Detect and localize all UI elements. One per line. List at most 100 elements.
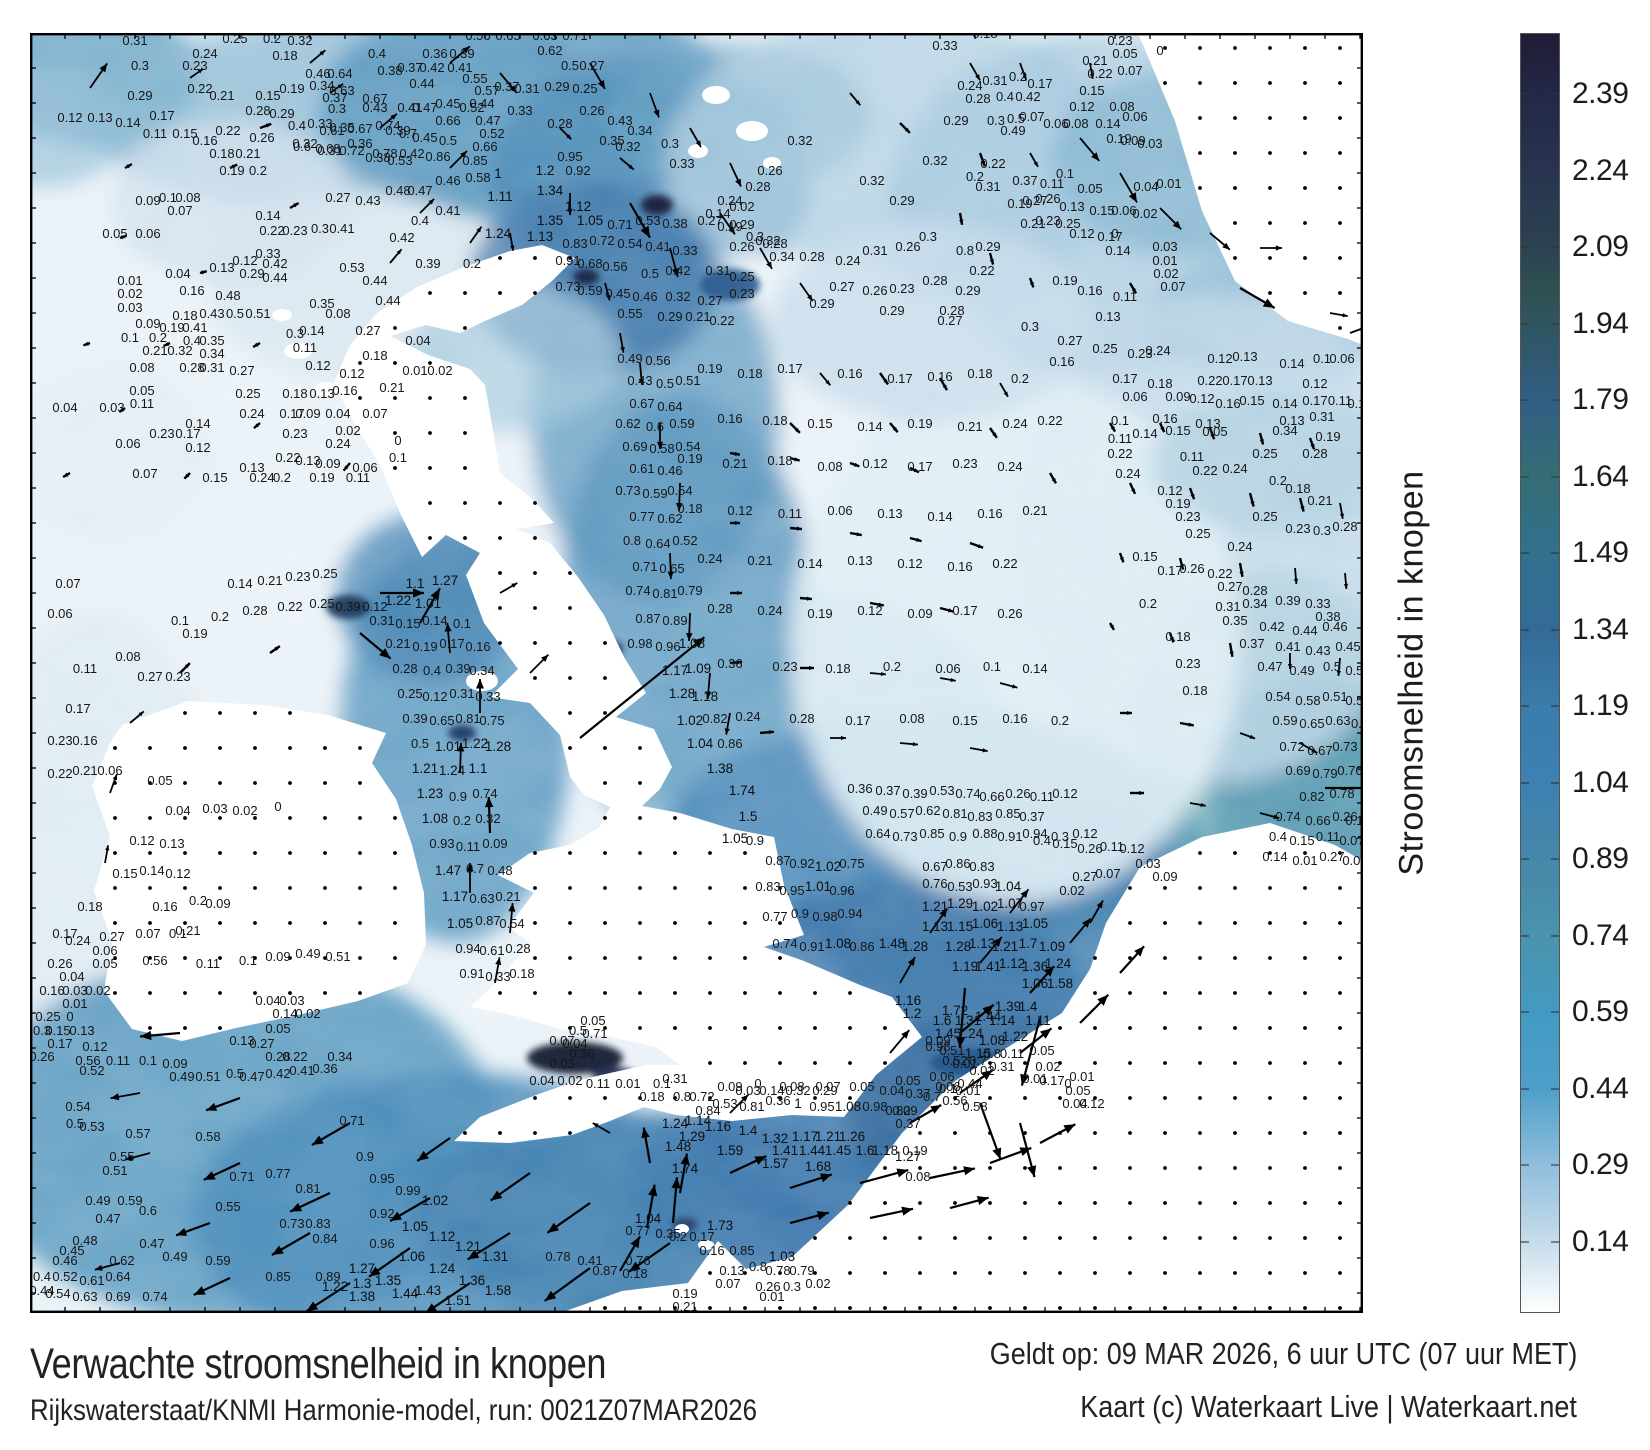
svg-text:0.83: 0.83 bbox=[755, 879, 780, 894]
svg-text:0.35: 0.35 bbox=[309, 296, 334, 311]
svg-text:0.27: 0.27 bbox=[697, 213, 722, 228]
svg-text:0.68: 0.68 bbox=[577, 256, 602, 271]
chart-title: Verwachte stroomsnelheid in knopen bbox=[30, 1340, 607, 1388]
svg-text:0.16: 0.16 bbox=[152, 899, 177, 914]
svg-text:0.89: 0.89 bbox=[662, 613, 687, 628]
svg-text:0.51: 0.51 bbox=[1322, 689, 1347, 704]
svg-text:0.34: 0.34 bbox=[769, 249, 794, 264]
svg-text:0.49: 0.49 bbox=[162, 1249, 187, 1264]
svg-text:1.24: 1.24 bbox=[662, 1116, 689, 1131]
svg-text:0.09: 0.09 bbox=[482, 836, 507, 851]
svg-text:0.46: 0.46 bbox=[632, 289, 657, 304]
svg-text:0.73: 0.73 bbox=[555, 279, 580, 294]
colorbar-tick-mark bbox=[1551, 1164, 1559, 1167]
svg-text:0.22: 0.22 bbox=[277, 599, 302, 614]
svg-text:0.15: 0.15 bbox=[112, 866, 137, 881]
svg-text:0.47: 0.47 bbox=[239, 1069, 264, 1084]
svg-text:0.11: 0.11 bbox=[143, 126, 167, 141]
svg-text:0.63: 0.63 bbox=[532, 33, 557, 43]
svg-text:0.28: 0.28 bbox=[242, 603, 267, 618]
valid-time-label: Geldt op: 09 MAR 2026, 6 uur UTC (07 uur… bbox=[989, 1336, 1577, 1371]
svg-text:0.03: 0.03 bbox=[202, 801, 227, 816]
svg-text:1.24: 1.24 bbox=[957, 1026, 984, 1041]
svg-text:0.3: 0.3 bbox=[1021, 319, 1039, 334]
colorbar-tick-mark bbox=[1521, 858, 1529, 861]
svg-text:0.25: 0.25 bbox=[397, 686, 422, 701]
svg-text:0.32: 0.32 bbox=[287, 33, 312, 48]
svg-text:0.51: 0.51 bbox=[939, 1043, 964, 1058]
svg-text:0.6: 0.6 bbox=[1351, 716, 1363, 731]
svg-text:0.24: 0.24 bbox=[835, 253, 860, 268]
svg-text:0.16: 0.16 bbox=[72, 733, 97, 748]
svg-text:0.06: 0.06 bbox=[935, 1079, 960, 1094]
svg-text:0.32: 0.32 bbox=[475, 811, 500, 826]
svg-text:0.9: 0.9 bbox=[746, 833, 764, 848]
svg-text:0.03: 0.03 bbox=[117, 300, 142, 315]
colorbar-tick-mark bbox=[1551, 705, 1559, 708]
svg-text:0.92: 0.92 bbox=[789, 856, 814, 871]
svg-text:0.19: 0.19 bbox=[1052, 273, 1077, 288]
svg-text:0.16: 0.16 bbox=[465, 639, 490, 654]
svg-text:0.05: 0.05 bbox=[129, 383, 154, 398]
svg-text:0.5: 0.5 bbox=[569, 1023, 587, 1038]
svg-text:0.25: 0.25 bbox=[312, 566, 337, 581]
svg-text:0.28: 0.28 bbox=[789, 711, 814, 726]
svg-text:0.18: 0.18 bbox=[209, 146, 234, 161]
colorbar-tick-label: 1.94 bbox=[1572, 306, 1629, 340]
svg-text:0.44: 0.44 bbox=[262, 270, 287, 285]
svg-text:0.14: 0.14 bbox=[299, 323, 324, 338]
svg-text:0.29: 0.29 bbox=[879, 303, 904, 318]
svg-text:0.14: 0.14 bbox=[927, 509, 952, 524]
svg-text:0.3: 0.3 bbox=[987, 113, 1005, 128]
colorbar-tick-label: 1.34 bbox=[1572, 612, 1629, 646]
svg-text:0.08: 0.08 bbox=[129, 360, 154, 375]
svg-text:0.09: 0.09 bbox=[162, 1056, 187, 1071]
svg-text:0.4: 0.4 bbox=[423, 663, 441, 678]
svg-text:1.11: 1.11 bbox=[487, 189, 512, 204]
svg-text:0.94: 0.94 bbox=[1022, 826, 1047, 841]
svg-text:0.41: 0.41 bbox=[182, 320, 207, 335]
svg-text:0.7: 0.7 bbox=[923, 1089, 941, 1104]
colorbar-tick-mark bbox=[1551, 1240, 1559, 1243]
svg-text:0.11: 0.11 bbox=[778, 506, 802, 521]
svg-text:0.18: 0.18 bbox=[509, 966, 534, 981]
svg-text:0.47: 0.47 bbox=[412, 100, 437, 115]
svg-text:0.11: 0.11 bbox=[1113, 289, 1137, 304]
svg-text:0.55: 0.55 bbox=[617, 306, 642, 321]
svg-text:1.28: 1.28 bbox=[945, 939, 971, 954]
svg-text:1.22: 1.22 bbox=[385, 593, 411, 608]
svg-text:0.11: 0.11 bbox=[73, 661, 97, 676]
colorbar-tick-mark bbox=[1521, 399, 1529, 402]
svg-text:0.19: 0.19 bbox=[412, 639, 437, 654]
svg-text:1.24: 1.24 bbox=[429, 1261, 456, 1276]
svg-text:0.18: 0.18 bbox=[362, 348, 387, 363]
svg-text:0.06: 0.06 bbox=[935, 661, 960, 676]
svg-text:1.11: 1.11 bbox=[1025, 1013, 1050, 1028]
svg-text:0.72: 0.72 bbox=[339, 143, 364, 158]
svg-text:0.33: 0.33 bbox=[1305, 596, 1330, 611]
svg-text:1.21: 1.21 bbox=[412, 761, 438, 776]
svg-text:0.28: 0.28 bbox=[762, 236, 787, 251]
svg-text:0.45: 0.45 bbox=[605, 286, 630, 301]
svg-text:0.25: 0.25 bbox=[1252, 446, 1277, 461]
svg-text:0.69: 0.69 bbox=[1285, 763, 1310, 778]
svg-text:0.44: 0.44 bbox=[30, 1283, 55, 1298]
svg-text:0.18: 0.18 bbox=[1285, 481, 1310, 496]
svg-text:0.24: 0.24 bbox=[325, 436, 350, 451]
svg-text:0.74: 0.74 bbox=[625, 583, 650, 598]
svg-text:0.15: 0.15 bbox=[1079, 83, 1104, 98]
svg-text:0.19: 0.19 bbox=[677, 451, 702, 466]
svg-text:0.41: 0.41 bbox=[577, 1253, 602, 1268]
svg-text:0.31: 0.31 bbox=[975, 179, 1000, 194]
svg-text:0.13: 0.13 bbox=[1095, 309, 1120, 324]
svg-text:0.07: 0.07 bbox=[1019, 109, 1044, 124]
svg-text:0.09: 0.09 bbox=[135, 193, 160, 208]
svg-text:0.31: 0.31 bbox=[705, 263, 730, 278]
svg-text:0.71: 0.71 bbox=[582, 1026, 607, 1041]
svg-text:0.59: 0.59 bbox=[117, 1193, 142, 1208]
svg-text:0.9: 0.9 bbox=[449, 789, 467, 804]
svg-text:1.51: 1.51 bbox=[445, 1293, 471, 1308]
svg-text:0.42: 0.42 bbox=[389, 230, 414, 245]
svg-text:0.73: 0.73 bbox=[892, 829, 917, 844]
svg-text:0.09: 0.09 bbox=[1165, 389, 1190, 404]
